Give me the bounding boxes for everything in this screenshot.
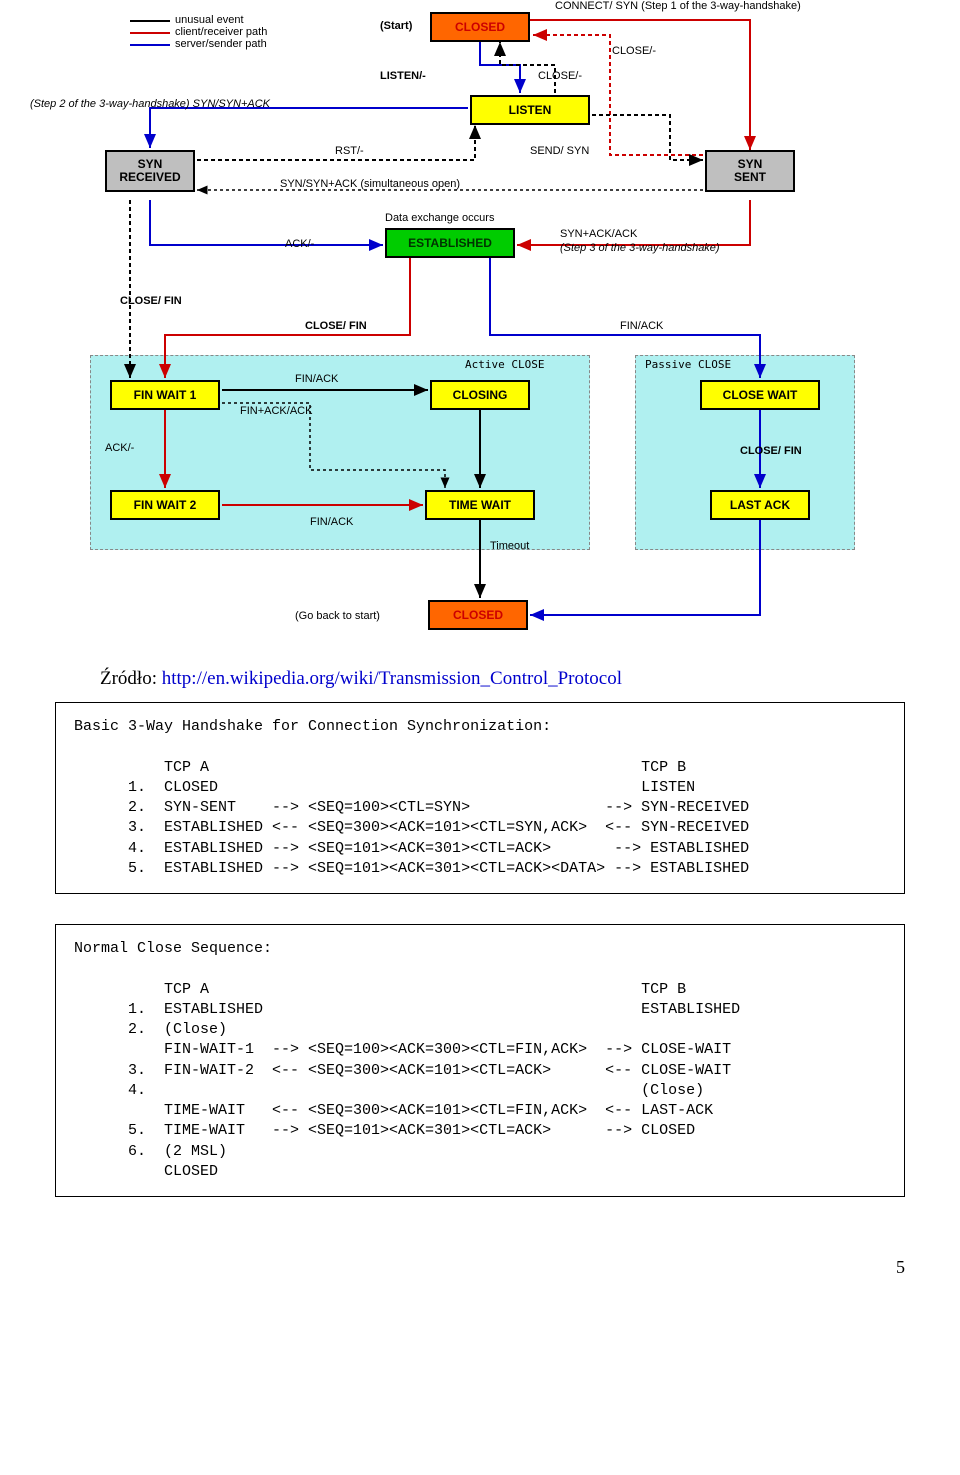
edge-label: (Start) [380,20,412,32]
close-header-b: TCP B [641,981,686,998]
state-close-wait: CLOSE WAIT [700,380,820,410]
handshake-row: 5. ESTABLISHED --> <SEQ=101><ACK=301><CT… [74,860,749,877]
source-line: Źródło: http://en.wikipedia.org/wiki/Tra… [100,668,960,690]
state-closed-bottom: CLOSED [428,600,528,630]
page-number: 5 [0,1257,905,1278]
edge-label: FIN/ACK [310,516,353,528]
close-row: 5. TIME-WAIT --> <SEQ=101><ACK=301><CTL=… [74,1122,695,1139]
edge-label: RST/- [335,145,364,157]
handshake-title: Basic 3-Way Handshake for Connection Syn… [74,718,551,735]
state-closing: CLOSING [430,380,530,410]
edge-label: SYN/SYN+ACK (simultaneous open) [280,178,460,190]
state-established: ESTABLISHED [385,228,515,258]
legend-line-server [130,44,170,46]
edge-label: FIN/ACK [295,373,338,385]
state-syn-received: SYNRECEIVED [105,150,195,192]
close-header-a: TCP A [164,981,209,998]
legend-label-client: client/receiver path [175,26,267,38]
close-row: 3. FIN-WAIT-2 <-- <SEQ=300><ACK=101><CTL… [74,1062,731,1079]
edge-label: ACK/- [285,238,314,250]
state-fin-wait-1: FIN WAIT 1 [110,380,220,410]
edge-label: ACK/- [105,442,134,454]
state-last-ack: LAST ACK [710,490,810,520]
edge-label: FIN+ACK/ACK [240,405,312,417]
edge-label: CLOSE/ FIN [120,295,182,307]
legend-line-unusual [130,20,170,22]
edge-label: CLOSE/ FIN [740,445,802,457]
region-passive-label: Passive CLOSE [645,358,731,371]
source-prefix: Źródło: [100,668,162,689]
handshake-header-a: TCP A [164,759,209,776]
close-row: CLOSED [74,1163,218,1180]
source-url: http://en.wikipedia.org/wiki/Transmissio… [162,668,622,689]
tcp-state-diagram: unusual event client/receiver path serve… [50,0,920,660]
close-row: FIN-WAIT-1 --> <SEQ=100><ACK=300><CTL=FI… [74,1041,731,1058]
edge-label: CLOSE/ FIN [305,320,367,332]
edge-label: Timeout [490,540,529,552]
edge-label: (Step 3 of the 3-way-handshake) [560,242,720,254]
close-row: TIME-WAIT <-- <SEQ=300><ACK=101><CTL=FIN… [74,1102,713,1119]
edge-label: FIN/ACK [620,320,663,332]
edge-label: SEND/ SYN [530,145,589,157]
edge-label: Data exchange occurs [385,212,494,224]
state-syn-sent: SYNSENT [705,150,795,192]
state-time-wait: TIME WAIT [425,490,535,520]
edge-label: LISTEN/- [380,70,426,82]
state-fin-wait-2: FIN WAIT 2 [110,490,220,520]
region-active-label: Active CLOSE [465,358,544,371]
close-row: 6. (2 MSL) [74,1143,227,1160]
legend-line-client [130,32,170,34]
edge-label: (Step 2 of the 3-way-handshake) SYN/SYN+… [30,98,270,110]
state-closed-top: CLOSED [430,12,530,42]
legend-label-unusual: unusual event [175,14,244,26]
state-listen: LISTEN [470,95,590,125]
close-row: 1. ESTABLISHED ESTABLISHED [74,1001,740,1018]
legend-label-server: server/sender path [175,38,267,50]
close-row: 4. (Close) [74,1082,704,1099]
handshake-row: 1. CLOSED LISTEN [74,779,695,796]
handshake-box: Basic 3-Way Handshake for Connection Syn… [55,702,905,894]
handshake-row: 2. SYN-SENT --> <SEQ=100><CTL=SYN> --> S… [74,799,749,816]
close-title: Normal Close Sequence: [74,940,272,957]
handshake-header-b: TCP B [641,759,686,776]
edge-label: CLOSE/- [538,70,582,82]
close-row: 2. (Close) [74,1021,227,1038]
handshake-row: 4. ESTABLISHED --> <SEQ=101><ACK=301><CT… [74,840,749,857]
edge-label: CONNECT/ SYN (Step 1 of the 3-way-handsh… [555,0,801,12]
handshake-row: 3. ESTABLISHED <-- <SEQ=300><ACK=101><CT… [74,819,749,836]
close-box: Normal Close Sequence: TCP A TCP B 1. ES… [55,924,905,1197]
edge-label: (Go back to start) [295,610,380,622]
edge-label: CLOSE/- [612,45,656,57]
edge-label: SYN+ACK/ACK [560,228,637,240]
